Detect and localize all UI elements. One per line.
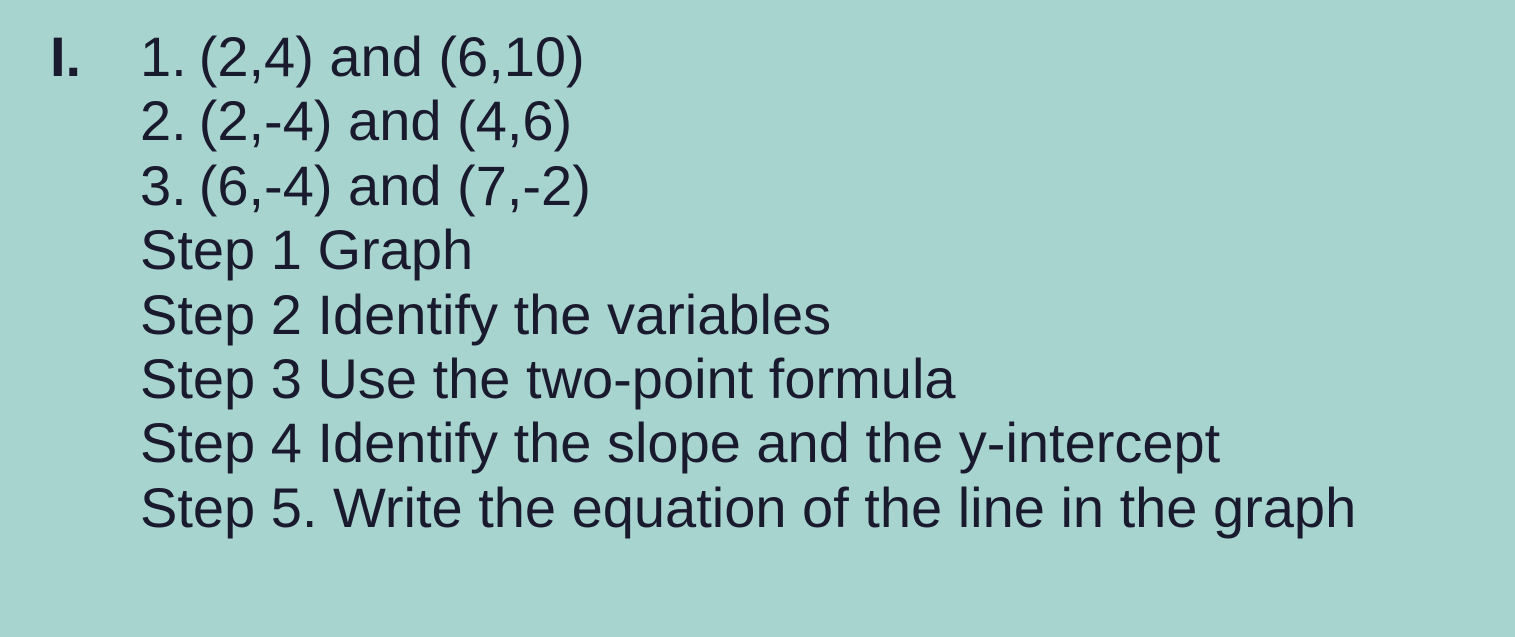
item-text-1: (2,4) and (6,10): [199, 25, 585, 89]
step-row-1: Step 1 Graph: [140, 218, 1465, 282]
math-problem-container: I. 1. (2,4) and (6,10) 2. (2,-4) and (4,…: [50, 25, 1465, 540]
step-row-4: Step 4 Identify the slope and the y-inte…: [140, 411, 1465, 475]
step-row-2: Step 2 Identify the variables: [140, 283, 1465, 347]
item-text-3: (6,-4) and (7,-2): [199, 154, 591, 218]
step-text-2: Step 2 Identify the variables: [140, 283, 831, 347]
section-marker: I.: [50, 25, 140, 89]
step-row-5: Step 5. Write the equation of the line i…: [140, 476, 1465, 540]
item-text-2: (2,-4) and (4,6): [199, 89, 573, 153]
step-text-3: Step 3 Use the two-point formula: [140, 347, 956, 411]
item-row-3: 3. (6,-4) and (7,-2): [140, 154, 1465, 218]
item-number-2: 2.: [140, 89, 187, 153]
step-text-1: Step 1 Graph: [140, 218, 473, 282]
item-row-1: I. 1. (2,4) and (6,10): [50, 25, 1465, 89]
item-number-3: 3.: [140, 154, 187, 218]
step-text-5: Step 5. Write the equation of the line i…: [140, 476, 1356, 540]
item-row-2: 2. (2,-4) and (4,6): [140, 89, 1465, 153]
step-row-3: Step 3 Use the two-point formula: [140, 347, 1465, 411]
item-number-1: 1.: [140, 25, 187, 89]
step-text-4: Step 4 Identify the slope and the y-inte…: [140, 411, 1220, 475]
